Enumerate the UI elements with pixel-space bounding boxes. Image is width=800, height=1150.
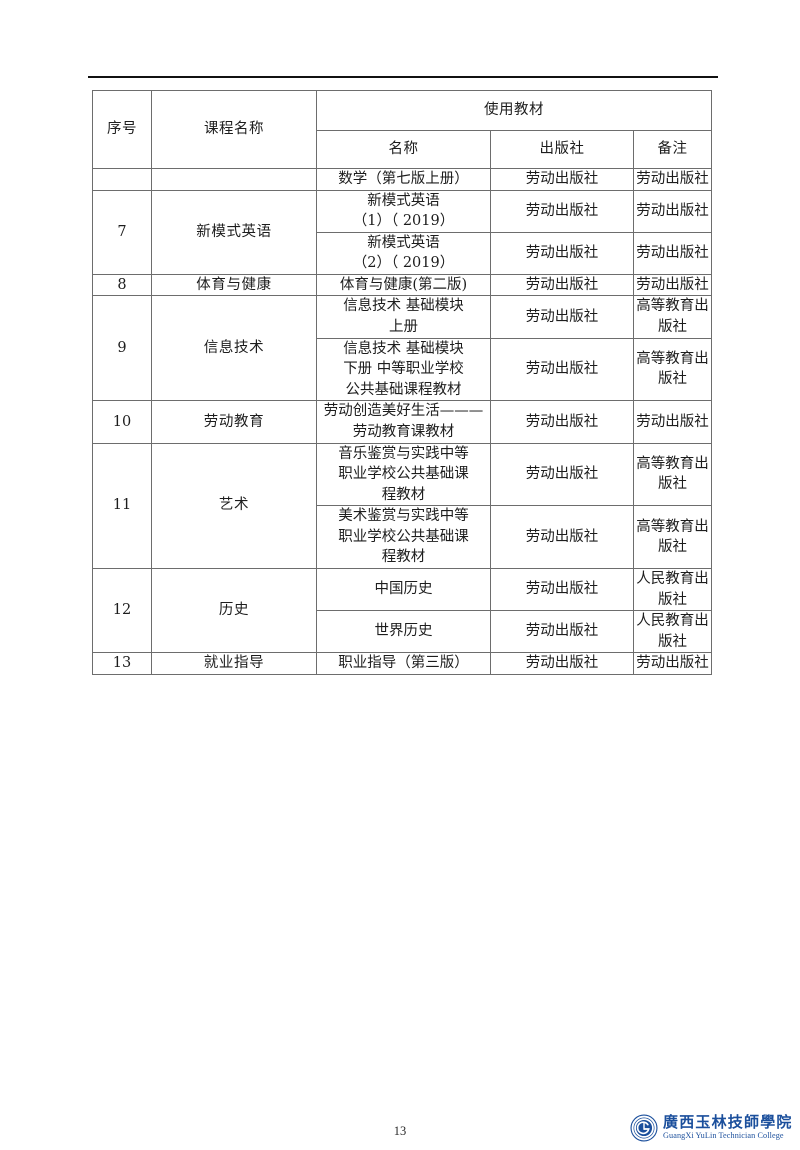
cell-course-name: 艺术: [151, 442, 317, 569]
table-row: 世界历史 劳动出版社 人民教育出版社: [93, 610, 713, 654]
table-row: 12 历史 中国历史 劳动出版社 人民教育出版社: [92, 567, 713, 654]
cell-remark: 劳动出版社: [632, 231, 713, 275]
cell-publisher: 劳动出版社: [490, 505, 634, 569]
table-row: 11 艺术 音乐鉴赏与实践中等 职业学校公共基础课 程教材 劳动出版社 高等教育出版社: [92, 442, 713, 569]
column-header-textbook-group: 使用教材: [315, 90, 713, 131]
cell-serial-number: 11: [92, 442, 152, 569]
cell-remark: 高等教育出版社: [632, 442, 713, 507]
header-rule: [88, 76, 718, 78]
cell-course-name: 信息技术: [151, 295, 317, 402]
school-logo-text: 廣西玉林技師學院 GuangXi YuLin Technician Colleg…: [663, 1115, 793, 1140]
table-row: 7 新模式英语 新模式英语 （1）（ 2019） 劳动出版社 劳动出版社: [92, 189, 713, 275]
cell-textbook-name: 新模式英语 （1）（ 2019）: [316, 189, 491, 233]
cell-remark: 高等教育出版社: [632, 337, 713, 402]
cell-publisher: 劳动出版社: [490, 442, 634, 507]
cell-course-name: 历史: [151, 567, 317, 654]
table-row: 新模式英语 （2）（ 2019） 劳动出版社 劳动出版社: [93, 231, 713, 275]
cell-textbook-name: 信息技术 基础模块 上册: [316, 295, 491, 339]
cell-publisher: 劳动出版社: [490, 295, 634, 339]
cell-course-name: [151, 168, 317, 191]
school-crest-icon: [630, 1114, 658, 1142]
cell-publisher: 劳动出版社: [490, 400, 634, 444]
cell-serial-number: 7: [92, 189, 152, 275]
cell-remark: 劳动出版社: [632, 273, 713, 297]
school-name-en: GuangXi YuLin Technician College: [663, 1131, 784, 1141]
table-row: 9 信息技术 信息技术 基础模块 上册 劳动出版社 高等教育出版社: [92, 295, 713, 402]
cell-textbook-name: 职业指导（第三版）: [316, 652, 491, 675]
cell-remark: 劳动出版社: [632, 652, 713, 675]
footer-school-logo: 廣西玉林技師學院 GuangXi YuLin Technician Colleg…: [630, 1108, 800, 1148]
cell-textbook-name: 劳动创造美好生活——— 劳动教育课教材: [316, 400, 491, 444]
cell-serial-number: 8: [92, 273, 152, 297]
cell-textbook-name: 中国历史: [316, 567, 491, 612]
cell-course-name: 新模式英语: [151, 189, 317, 275]
cell-remark: 高等教育出版社: [632, 505, 713, 569]
table-header-row-1: 序号 课程名称 使用教材: [92, 90, 713, 169]
column-header-name: 名称: [316, 130, 491, 169]
cell-course-name: 就业指导: [151, 652, 317, 675]
table-row: 13 就业指导 职业指导（第三版） 劳动出版社 劳动出版社: [92, 652, 713, 675]
cell-publisher: 劳动出版社: [490, 168, 634, 191]
cell-remark: 劳动出版社: [632, 400, 713, 444]
table-row: 美术鉴赏与实践中等 职业学校公共基础课 程教材 劳动出版社 高等教育出版社: [93, 505, 713, 569]
cell-remark: 人民教育出版社: [632, 567, 713, 612]
cell-textbook-name: 数学（第七版上册）: [316, 168, 491, 191]
cell-serial-number: [92, 168, 152, 191]
cell-serial-number: 12: [92, 567, 152, 654]
cell-serial-number: 9: [92, 295, 152, 402]
cell-remark: 劳动出版社: [632, 168, 713, 191]
cell-publisher: 劳动出版社: [490, 231, 634, 275]
table-row: 信息技术 基础模块 下册 中等职业学校 公共基础课程教材 劳动出版社 高等教育出版社: [93, 337, 713, 402]
cell-serial-number: 13: [92, 652, 152, 675]
column-header-publisher: 出版社: [490, 130, 634, 169]
cell-textbook-name: 美术鉴赏与实践中等 职业学校公共基础课 程教材: [316, 505, 491, 569]
cell-course-name: 劳动教育: [151, 400, 317, 444]
cell-textbook-name: 音乐鉴赏与实践中等 职业学校公共基础课 程教材: [316, 442, 491, 507]
cell-remark: 人民教育出版社: [632, 610, 713, 654]
textbook-table: 序号 课程名称 使用教材 名称 出版社 备注 数学（第七版上册） 劳动出版社 劳动出…: [92, 90, 713, 675]
table-row: 8 体育与健康 体育与健康(第二版) 劳动出版社 劳动出版社: [92, 273, 713, 297]
table-body: 数学（第七版上册） 劳动出版社 劳动出版社 7 新模式英语 新模式英语 （1）（ 2019）…: [92, 168, 713, 675]
cell-course-name: 体育与健康: [151, 273, 317, 297]
cell-textbook-name: 体育与健康(第二版): [316, 273, 491, 297]
table-header-row-2: 名称 出版社 备注: [93, 130, 713, 169]
column-header-course: 课程名称: [151, 90, 317, 169]
column-header-no: 序号: [92, 90, 152, 169]
cell-textbook-name: 世界历史: [316, 610, 491, 654]
cell-serial-number: 10: [92, 400, 152, 444]
cell-publisher: 劳动出版社: [490, 337, 634, 402]
table-header: 序号 课程名称 使用教材 名称 出版社 备注: [92, 90, 713, 169]
cell-textbook-name: 信息技术 基础模块 下册 中等职业学校 公共基础课程教材: [316, 337, 491, 402]
table-row: 数学（第七版上册） 劳动出版社 劳动出版社: [92, 168, 713, 191]
cell-remark: 劳动出版社: [632, 189, 713, 233]
column-header-remark: 备注: [632, 130, 713, 169]
cell-publisher: 劳动出版社: [490, 567, 634, 612]
cell-publisher: 劳动出版社: [490, 273, 634, 297]
cell-publisher: 劳动出版社: [490, 652, 634, 675]
cell-remark: 高等教育出版社: [632, 295, 713, 339]
cell-publisher: 劳动出版社: [490, 189, 634, 233]
school-name-cn: 廣西玉林技師學院: [663, 1113, 793, 1132]
cell-publisher: 劳动出版社: [490, 610, 634, 654]
table-row: 10 劳动教育 劳动创造美好生活——— 劳动教育课教材 劳动出版社 劳动出版社: [92, 400, 713, 444]
page-number: 13: [393, 1124, 407, 1138]
cell-textbook-name: 新模式英语 （2）（ 2019）: [316, 231, 491, 275]
